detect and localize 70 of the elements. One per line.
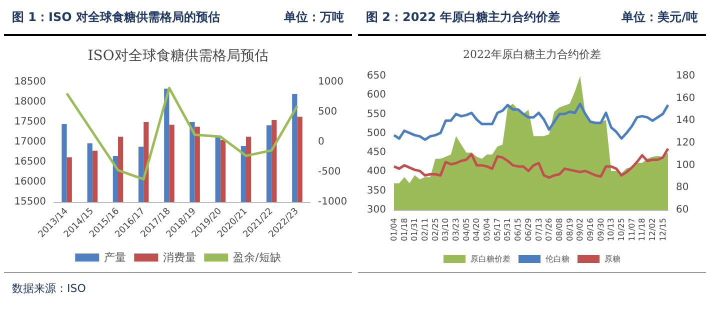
line-series [392, 147, 670, 179]
line-series [392, 102, 670, 141]
y-tick-label: 16000 [14, 176, 46, 188]
y2-tick-label: 1000 [318, 76, 344, 88]
chart-subtitle: 2022年原白糖主力合约价差 [463, 48, 601, 61]
line-series [66, 86, 298, 180]
legend-label: 原白糖价差 [470, 254, 510, 264]
legend-label: 消费量 [163, 251, 196, 264]
y-tick-label: 18000 [14, 96, 46, 108]
y2-tick-label: 140 [676, 115, 696, 126]
y-tick-label: 600 [366, 90, 386, 101]
source-note: 数据来源：ISO [12, 281, 87, 296]
y2-tick-label: 100 [676, 160, 696, 171]
x-tick-label: 09/16 [586, 218, 595, 242]
x-tick-label: 10/25 [616, 218, 626, 242]
x-tick-label: 03/23 [452, 218, 461, 242]
x-tick-label: 01/04 [390, 218, 398, 242]
y2-tick-label: 120 [676, 138, 696, 148]
x-tick-label: 01/18 [400, 218, 409, 242]
x-tick-label: 09/30 [596, 218, 606, 242]
y-tick-label: 400 [366, 166, 386, 178]
x-tick-label: 04/05 [462, 218, 471, 242]
x-tick-label: 07/26 [544, 218, 554, 242]
chart-subtitle: ISO对全球食糖供需格局预估 [88, 48, 268, 64]
text: 单位：美元/吨 [622, 8, 698, 26]
x-tick-label: 09/02 [576, 218, 585, 242]
x-tick-label: 11/07 [627, 218, 636, 242]
x-tick-label: 10/13 [606, 218, 616, 242]
x-tick-label: 04/20 [472, 218, 482, 242]
x-tick-label: 12/02 [648, 218, 657, 242]
chart-title: 图 2：2022 年原白糖主力合约价差 [366, 8, 560, 26]
x-tick-label: 02/25 [430, 218, 440, 242]
y-tick-label: 15500 [14, 196, 46, 208]
y2-tick-label: -1000 [318, 196, 348, 208]
y2-tick-label: 0 [318, 136, 324, 148]
y-tick-label: 17000 [14, 136, 46, 148]
x-tick-label: 08/08 [554, 218, 564, 242]
x-tick-label: 12/15 [658, 218, 668, 242]
x-tick-label: 11/18 [638, 218, 647, 242]
y2-tick-label: -500 [318, 166, 341, 178]
x-tick-label: 06/15 [514, 218, 523, 242]
x-tick-label: 02/11 [420, 218, 430, 242]
x-tick-label: 07/13 [534, 218, 544, 242]
y-tick-label: 450 [366, 147, 386, 158]
y2-tick-label: 500 [318, 106, 338, 118]
y-tick-label: 550 [366, 108, 386, 120]
y-tick-label: 650 [366, 70, 386, 82]
x-tick-label: 01/31 [410, 218, 420, 242]
y2-tick-label: 60 [676, 204, 689, 216]
legend-label: 原糖 [604, 254, 620, 264]
chart-title: 图 1：ISO 对全球食糖供需格局的预估 [12, 8, 220, 26]
legend-label: 伦白糖 [546, 254, 570, 264]
x-tick-label: 05/31 [503, 218, 512, 242]
y2-tick-label: 160 [676, 92, 696, 104]
x-tick-label: 03/10 [441, 218, 450, 242]
x-tick-label: 05/17 [492, 218, 502, 242]
text: 单位：万吨 [284, 8, 344, 26]
y-tick-label: 16500 [14, 156, 46, 168]
x-tick-label: 06/29 [524, 218, 533, 242]
y-tick-label: 17500 [14, 116, 46, 128]
y-tick-label: 18500 [14, 76, 46, 88]
x-tick-label: 08/19 [565, 218, 574, 242]
legend-label: 产量 [104, 251, 126, 264]
y-tick-label: 500 [366, 128, 386, 139]
y2-tick-label: 180 [676, 70, 696, 82]
y2-tick-label: 80 [676, 182, 689, 194]
legend-label: 盈余/短缺 [233, 251, 281, 264]
x-tick-label: 05/04 [482, 218, 492, 242]
y-tick-label: 350 [366, 185, 386, 196]
y-tick-label: 300 [366, 204, 386, 216]
